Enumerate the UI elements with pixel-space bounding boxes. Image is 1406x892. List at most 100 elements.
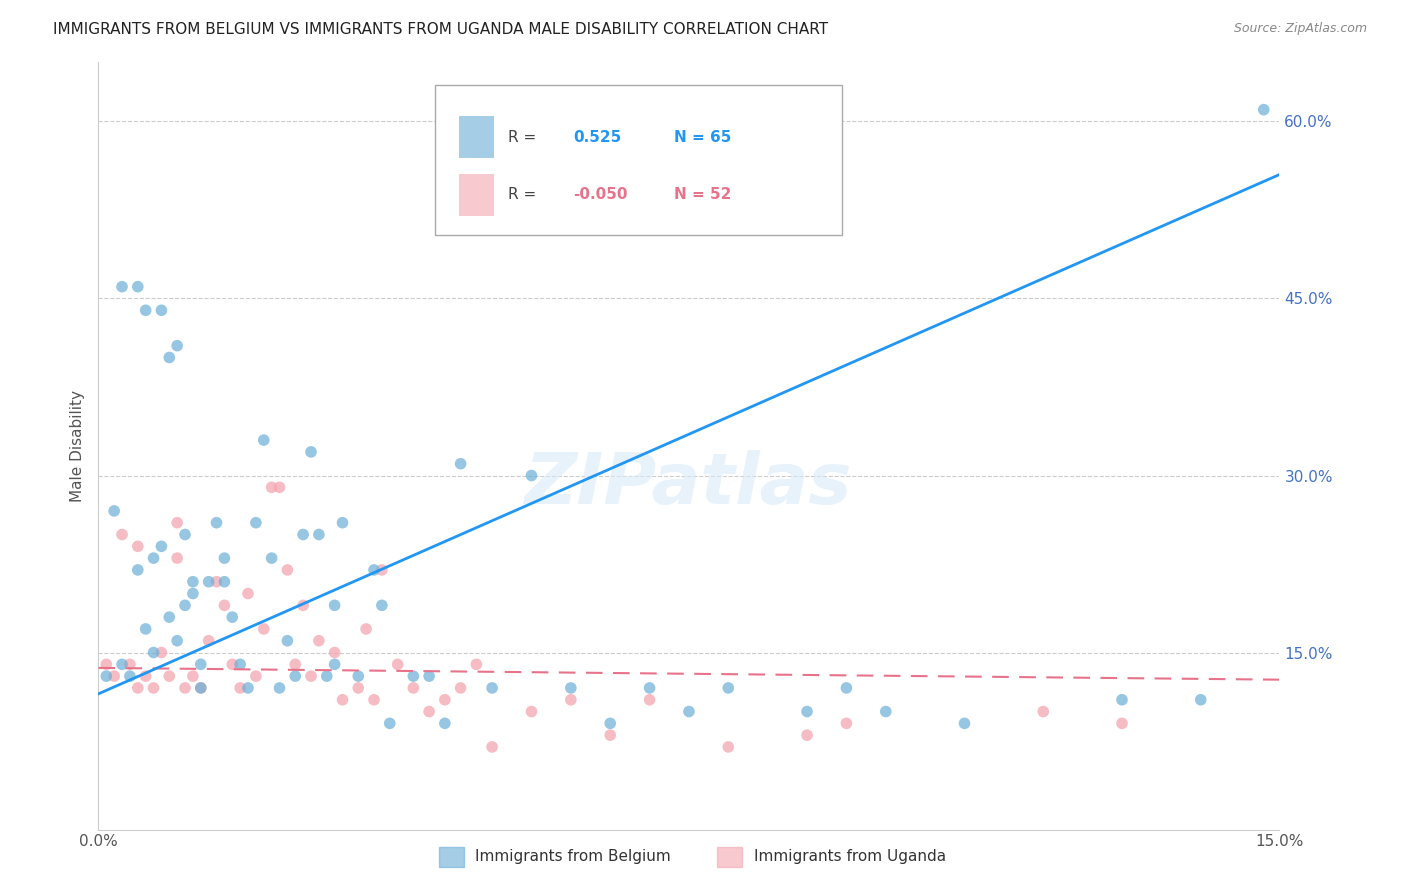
Point [835,681,858,695]
Point [118,657,141,672]
Point [1189,692,1212,706]
Point [332,692,354,706]
Point [103,504,125,518]
Point [354,622,377,636]
Point [323,599,346,613]
Point [315,669,337,683]
Point [560,692,582,706]
Point [347,669,370,683]
Point [481,739,503,754]
Point [678,705,700,719]
Point [560,681,582,695]
Text: 0.525: 0.525 [574,129,621,145]
Point [717,681,740,695]
Point [190,681,212,695]
Point [450,457,472,471]
FancyBboxPatch shape [458,174,494,216]
Text: Immigrants from Belgium: Immigrants from Belgium [475,849,671,863]
Point [481,681,503,695]
Point [103,669,125,683]
Point [308,633,330,648]
Text: R =: R = [508,129,541,145]
Point [96,669,118,683]
Point [292,527,315,541]
Point [229,681,252,695]
Point [245,516,267,530]
Point [221,610,243,624]
Point [205,574,228,589]
Point [371,599,394,613]
Point [260,551,283,566]
Point [332,516,354,530]
Point [260,480,283,494]
Point [111,279,134,293]
Point [135,669,157,683]
Point [638,681,661,695]
Point [308,527,330,541]
Point [717,739,740,754]
Text: -0.050: -0.050 [574,187,627,202]
Point [157,351,180,365]
Point [181,574,204,589]
Point [520,705,543,719]
Point [197,633,219,648]
Point [166,551,188,566]
Point [284,657,307,672]
Point [875,705,897,719]
Point [402,669,425,683]
Point [299,445,322,459]
Point [135,303,157,318]
Point [127,563,149,577]
Point [253,433,276,447]
Point [174,681,197,695]
Point [127,681,149,695]
Point [284,669,307,683]
Point [796,705,818,719]
Point [363,692,385,706]
Point [205,516,228,530]
Y-axis label: Male Disability: Male Disability [69,390,84,502]
Point [236,681,259,695]
Point [229,657,252,672]
Point [221,657,243,672]
Point [638,692,661,706]
Point [214,574,236,589]
Point [181,669,204,683]
Point [418,705,440,719]
Point [953,716,976,731]
Point [418,669,440,683]
Point [433,692,456,706]
Point [796,728,818,742]
Point [142,681,165,695]
Point [299,669,322,683]
Point [157,610,180,624]
Point [323,646,346,660]
Point [111,527,134,541]
Point [174,527,197,541]
Point [433,716,456,731]
FancyBboxPatch shape [458,116,494,158]
Point [276,563,298,577]
Point [174,599,197,613]
Text: Immigrants from Uganda: Immigrants from Uganda [754,849,946,863]
Text: N = 65: N = 65 [673,129,731,145]
Point [142,551,165,566]
Point [111,657,134,672]
Text: N = 52: N = 52 [673,187,731,202]
Point [1111,692,1133,706]
Point [214,551,236,566]
Point [166,339,188,353]
Point [269,681,291,695]
Point [1111,716,1133,731]
Point [292,599,315,613]
Point [96,657,118,672]
Point [1253,103,1275,117]
Point [599,728,621,742]
Point [269,480,291,494]
FancyBboxPatch shape [434,86,842,235]
Point [465,657,488,672]
Point [135,622,157,636]
Point [371,563,394,577]
Point [253,622,276,636]
Point [363,563,385,577]
